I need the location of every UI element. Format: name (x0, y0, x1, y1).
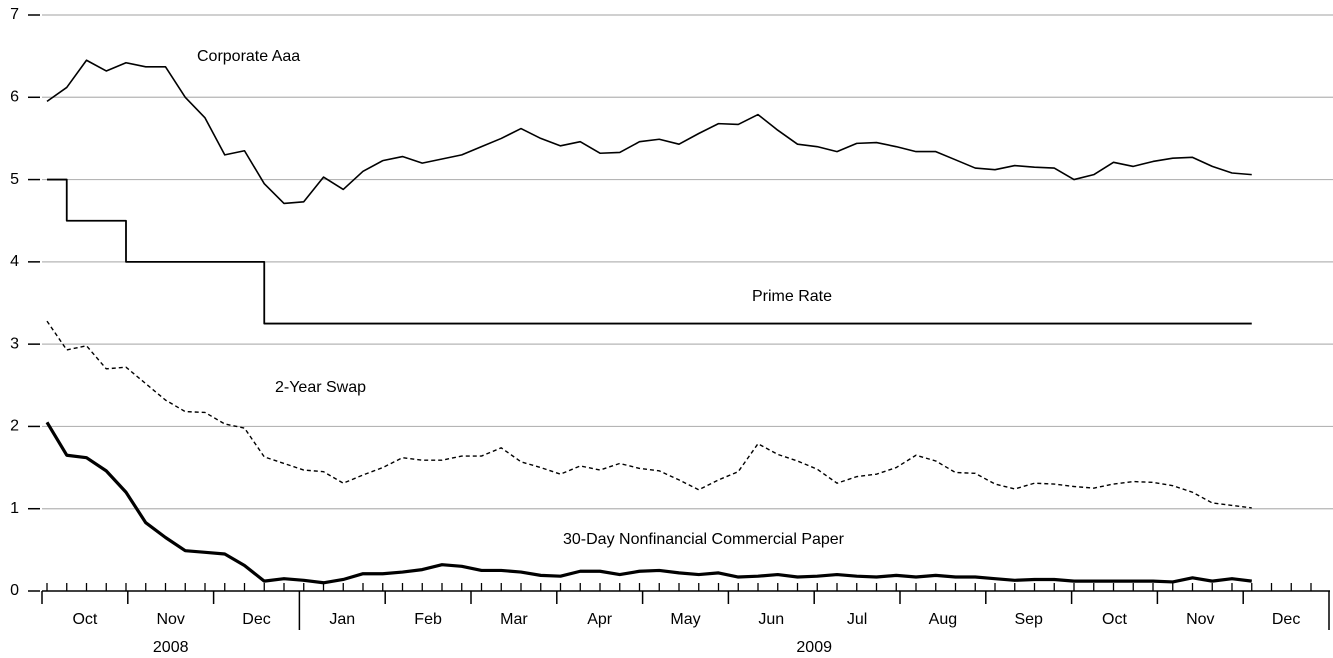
y-tick-label: 3 (10, 335, 19, 352)
x-tick-label: Oct (72, 611, 97, 628)
series-label: Corporate Aaa (197, 48, 300, 65)
series-line (47, 178, 1252, 325)
series-label: 2-Year Swap (275, 379, 366, 396)
series-label: 30-Day Nonfinancial Commercial Paper (563, 531, 845, 548)
x-tick-label: Mar (500, 611, 528, 628)
y-tick-label: 7 (10, 6, 19, 23)
x-tick-label: Apr (587, 611, 613, 628)
y-tick-label: 1 (10, 500, 19, 517)
x-tick-label: Aug (929, 611, 957, 628)
x-tick-label: Nov (156, 611, 184, 628)
y-tick-label: 6 (10, 89, 19, 106)
x-tick-label: Dec (242, 611, 270, 628)
year-label: 2008 (153, 639, 189, 656)
x-tick-label: Oct (1102, 611, 1127, 628)
x-tick-label: Dec (1272, 611, 1300, 628)
x-tick-label: Nov (1186, 611, 1214, 628)
y-tick-label: 4 (10, 253, 19, 270)
series-line (46, 59, 1252, 205)
x-tick-label: Jan (329, 611, 355, 628)
series-line (46, 320, 1252, 509)
series-label: Prime Rate (752, 288, 832, 305)
series-line (45, 421, 1252, 585)
x-tick-label: Feb (414, 611, 442, 628)
x-tick-label: May (670, 611, 700, 628)
y-tick-label: 0 (10, 582, 19, 599)
x-tick-label: Jun (758, 611, 784, 628)
year-label: 2009 (796, 639, 832, 656)
x-tick-label: Jul (847, 611, 867, 628)
x-tick-label: Sep (1014, 611, 1043, 628)
y-tick-label: 2 (10, 418, 19, 435)
y-tick-label: 5 (10, 171, 19, 188)
